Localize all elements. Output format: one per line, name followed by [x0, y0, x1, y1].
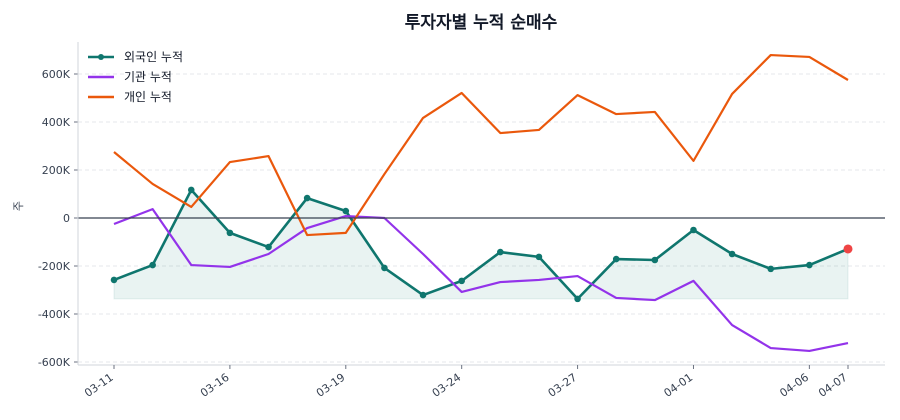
data-point	[690, 226, 697, 234]
data-point	[728, 250, 736, 258]
data-point	[806, 261, 813, 269]
x-tick-label: 03-11	[82, 371, 116, 400]
x-tick-label: 03-27	[546, 371, 580, 400]
series-line	[113, 53, 849, 237]
x-tick-label: 03-24	[430, 371, 464, 400]
chart-title: 투자자별 누적 순매수	[405, 13, 558, 33]
data-point	[187, 186, 195, 194]
data-point	[574, 295, 581, 303]
data-point	[612, 255, 620, 263]
legend-label: 개인 누적	[124, 90, 172, 104]
legend-label: 기관 누적	[124, 70, 172, 84]
data-point	[265, 243, 272, 251]
y-tick-label: 400K	[42, 116, 71, 129]
y-tick-label: 0	[63, 212, 70, 225]
data-point	[651, 256, 659, 264]
legend-marker	[98, 54, 104, 60]
y-tick-label: -200K	[38, 260, 71, 273]
y-tick-label: 200K	[42, 164, 71, 177]
data-point	[497, 248, 504, 256]
foreign-area-fill	[113, 189, 849, 300]
series-line	[113, 208, 849, 353]
data-point	[110, 276, 118, 284]
y-tick-label: 600K	[42, 68, 71, 81]
data-point	[342, 207, 350, 215]
data-point	[381, 264, 388, 272]
data-point	[535, 253, 543, 261]
legend-label: 외국인 누적	[124, 50, 183, 64]
data-point	[458, 277, 465, 285]
x-tick-label: 03-19	[314, 371, 348, 400]
last-point-marker	[843, 244, 853, 254]
y-tick-label: -600K	[38, 356, 71, 369]
data-point	[303, 194, 311, 202]
data-point	[226, 229, 234, 237]
data-point	[149, 261, 156, 269]
x-tick-label: 04-01	[662, 371, 696, 400]
y-axis-label: 주	[12, 201, 25, 211]
series-line	[113, 188, 849, 301]
y-tick-label: -400K	[38, 308, 71, 321]
data-point	[419, 291, 427, 299]
x-tick-label: 03-16	[198, 371, 232, 400]
x-tick-label: 04-07	[816, 371, 850, 400]
data-point	[767, 265, 775, 273]
x-tick-label: 04-06	[777, 371, 811, 400]
